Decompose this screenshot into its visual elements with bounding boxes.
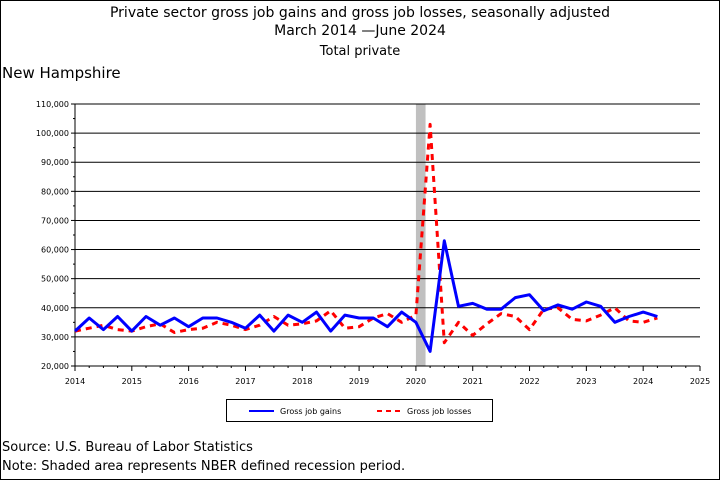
- x-tick-label: 2017: [235, 377, 255, 386]
- y-tick-label: 110,000: [36, 100, 69, 109]
- chart-title: Private sector gross job gains and gross…: [109, 5, 611, 21]
- series-line-gross-job-gains: [73, 239, 658, 353]
- source-note: Source: U.S. Bureau of Labor Statistics: [2, 440, 253, 455]
- x-tick-label: 2025: [690, 377, 710, 386]
- y-tick-label: 70,000: [41, 216, 69, 225]
- chart-subtitle: Total private: [319, 44, 401, 59]
- x-tick-label: 2014: [65, 377, 85, 386]
- recession-note: Note: Shaded area represents NBER define…: [2, 459, 406, 474]
- legend-box: [226, 399, 493, 422]
- x-tick-label: 2016: [178, 377, 198, 386]
- y-tick-label: 30,000: [41, 333, 69, 342]
- y-tick-label: 20,000: [41, 362, 69, 371]
- y-tick-label: 50,000: [41, 275, 69, 284]
- chart-date-range: March 2014 —June 2024: [274, 23, 446, 39]
- legend-label-gross-job-gains: Gross job gains: [280, 407, 341, 416]
- x-tick-label: 2015: [122, 377, 142, 386]
- y-tick-label: 100,000: [36, 129, 69, 138]
- y-tick-label: 40,000: [41, 304, 69, 313]
- x-tick-label: 2022: [519, 377, 539, 386]
- region-label: New Hampshire: [2, 64, 121, 82]
- legend-label-gross-job-losses: Gross job losses: [407, 407, 471, 416]
- x-tick-label: 2023: [576, 377, 596, 386]
- x-tick-label: 2021: [463, 377, 483, 386]
- y-tick-label: 80,000: [41, 187, 69, 196]
- x-tick-label: 2020: [406, 377, 426, 386]
- x-tick-label: 2024: [633, 377, 653, 386]
- x-tick-label: 2018: [292, 377, 312, 386]
- y-tick-label: 60,000: [41, 246, 69, 255]
- x-tick-label: 2019: [349, 377, 369, 386]
- y-tick-label: 90,000: [41, 158, 69, 167]
- series-line-gross-job-losses: [74, 122, 658, 345]
